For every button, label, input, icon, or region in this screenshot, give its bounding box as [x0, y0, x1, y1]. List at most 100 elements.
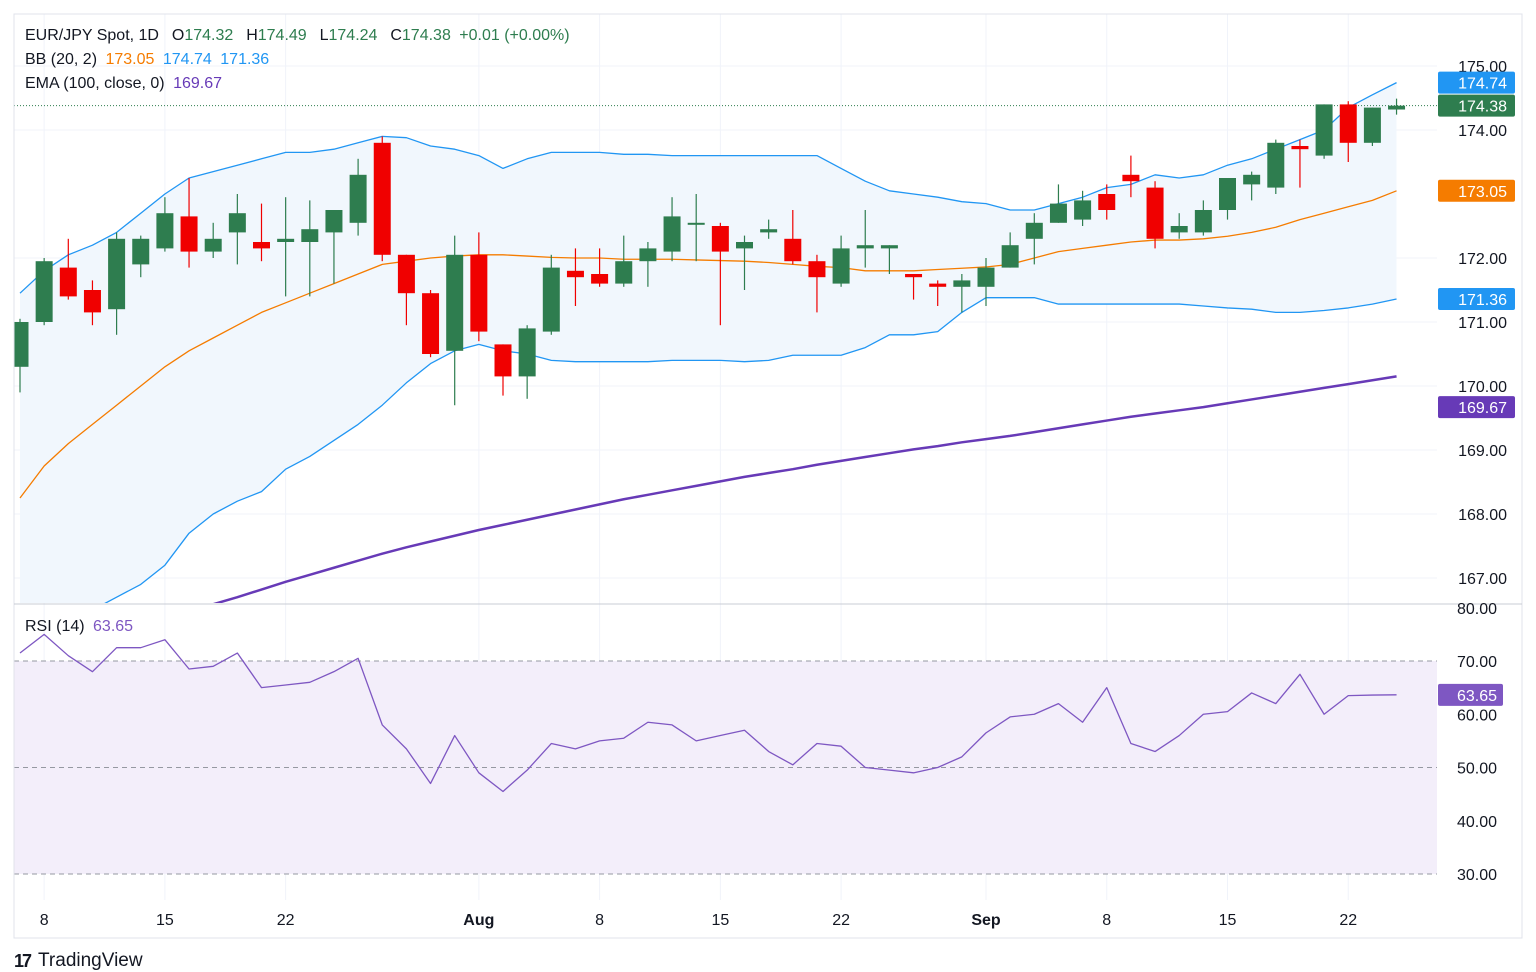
price-badge-label: 169.67	[1458, 400, 1507, 417]
bb-upper-line	[19, 82, 1397, 294]
time-axis-label: 22	[1339, 912, 1357, 929]
price-badge-label: 173.05	[1458, 184, 1507, 201]
price-axis-label: 170.00	[1458, 379, 1507, 396]
candle-body	[83, 290, 101, 313]
close-label: C	[390, 27, 402, 44]
candle-body	[253, 242, 270, 249]
price-axis-label: 171.00	[1458, 315, 1507, 332]
price-badge-label: 171.36	[1458, 292, 1507, 309]
rsi-axis-label: 50.00	[1457, 761, 1497, 778]
candle-body	[1049, 203, 1067, 223]
rsi-label: RSI (14)	[25, 618, 85, 635]
candle-body	[349, 174, 367, 223]
bb-basis-line	[19, 190, 1397, 499]
candle-body	[204, 238, 222, 252]
candle-body	[760, 229, 778, 233]
candle-body	[905, 274, 923, 278]
price-badge-label: 174.74	[1458, 76, 1507, 93]
candle-body	[1363, 107, 1381, 143]
candle-body	[639, 248, 657, 262]
high-label: H	[246, 27, 258, 44]
open-label: O	[171, 27, 185, 44]
bb-lower-line	[104, 297, 1397, 603]
candle-body	[14, 322, 29, 367]
ema-legend[interactable]: EMA (100, close, 0) 169.67	[25, 75, 226, 93]
candle-body	[180, 216, 198, 252]
candle-body	[35, 261, 53, 322]
candle-body	[1219, 178, 1236, 210]
time-axis-label: 22	[277, 912, 295, 929]
rsi-axis-label: 80.00	[1457, 601, 1497, 618]
ema-label: EMA (100, close, 0)	[25, 75, 165, 92]
price-axis-label: 168.00	[1458, 507, 1507, 524]
bb-lower-value: 171.36	[220, 51, 270, 68]
rsi-line	[19, 633, 1397, 793]
ema-value: 169.67	[173, 75, 223, 92]
bb-label: BB (20, 2)	[25, 51, 98, 68]
candle-body	[1291, 146, 1309, 150]
candle-body	[1025, 222, 1043, 239]
tradingview-logo-text: TradingView	[38, 950, 143, 971]
indicator-lines	[14, 82, 1437, 603]
rsi-value: 63.65	[93, 618, 134, 635]
bb-fill-area	[20, 82, 1397, 603]
price-badge	[1438, 179, 1515, 202]
rsi-pane	[14, 633, 1437, 875]
bb-upper-value: 174.74	[162, 51, 212, 68]
change-value: +0.01 (+0.00%)	[459, 27, 570, 44]
rsi-badge	[1438, 683, 1503, 706]
bb-legend[interactable]: BB (20, 2) 173.05 174.74 171.36	[25, 51, 273, 69]
candle-body	[977, 267, 995, 287]
candle-body	[1267, 142, 1285, 188]
price-axis-label: 172.00	[1458, 251, 1507, 268]
rsi-axis-label: 70.00	[1457, 654, 1497, 671]
candle-body	[228, 213, 246, 233]
candle-body	[784, 238, 802, 262]
tradingview-logo[interactable]: 17 TradingView	[14, 950, 143, 972]
candle-body	[1339, 104, 1357, 143]
candlestick-series[interactable]	[12, 98, 1406, 406]
rsi-axis-label: 30.00	[1457, 867, 1497, 884]
time-axis-label: Aug	[463, 912, 494, 929]
rsi-legend[interactable]: RSI (14) 63.65	[25, 618, 137, 636]
close-value: 174.38	[401, 27, 451, 44]
candle-body	[373, 142, 391, 255]
chart-frame	[13, 13, 1523, 939]
time-axis-label: 8	[1102, 912, 1111, 929]
time-axis-label: 22	[832, 912, 850, 929]
time-axis-label: 15	[1219, 912, 1237, 929]
price-badge	[1438, 287, 1515, 310]
candle-body	[156, 213, 174, 249]
axes: 175.00174.00172.00171.00170.00169.00168.…	[13, 13, 1523, 939]
candle-body	[422, 293, 440, 354]
price-axis-label: 174.00	[1458, 123, 1507, 140]
bollinger-band-fill	[20, 82, 1397, 603]
candle-body	[687, 222, 705, 225]
candle-body	[301, 229, 319, 242]
candle-body	[470, 254, 488, 332]
rsi-badge-label: 63.65	[1457, 688, 1497, 705]
candle-body	[325, 210, 343, 233]
candle-body	[808, 261, 826, 278]
candle-body	[108, 238, 126, 310]
price-axis-label: 169.00	[1458, 443, 1507, 460]
candle-body	[518, 328, 536, 377]
candle-body	[663, 216, 681, 252]
candle-body	[1194, 210, 1212, 233]
time-axis-label: 15	[711, 912, 729, 929]
candle-body	[1315, 104, 1333, 156]
tradingview-logo-icon: 17	[14, 950, 32, 971]
symbol-title[interactable]: EUR/JPY Spot, 1D	[25, 27, 159, 44]
ema-line	[212, 375, 1397, 603]
candle-body	[711, 226, 729, 252]
rsi-axis-label: 40.00	[1457, 814, 1497, 831]
candle-body	[615, 261, 633, 284]
rsi-axis-label: 60.00	[1457, 707, 1497, 724]
price-badges: 174.74 174.38 173.05 171.36 169.67 63.65	[1438, 71, 1515, 706]
low-value: 174.24	[328, 27, 378, 44]
candle-body	[1170, 226, 1188, 233]
price-badge	[1438, 71, 1515, 94]
time-axis-label: 8	[40, 912, 49, 929]
candle-body	[132, 238, 150, 265]
